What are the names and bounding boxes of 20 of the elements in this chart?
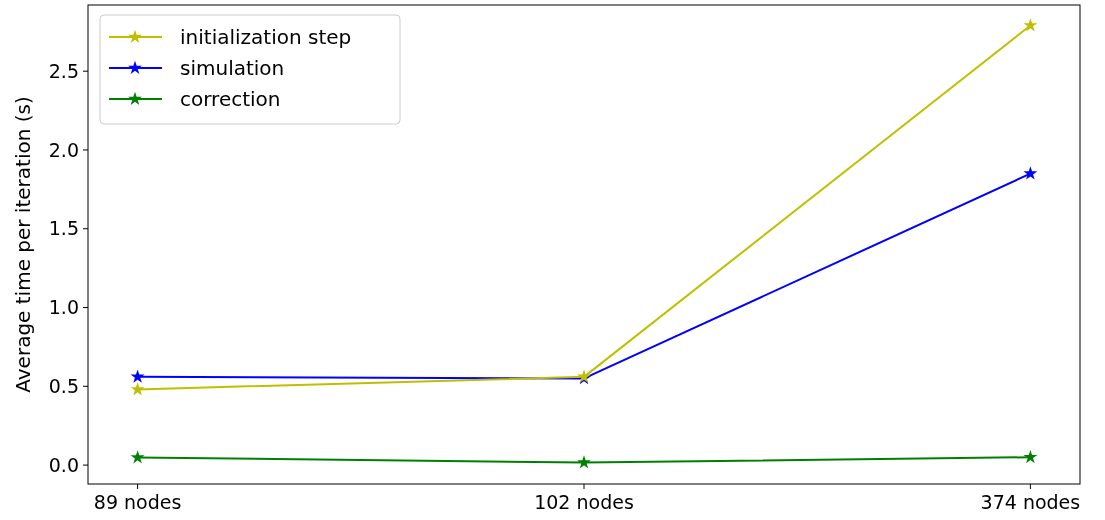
point: [577, 455, 591, 469]
point: [1023, 18, 1038, 32]
point: [1023, 449, 1038, 464]
legend-label: initialization step: [180, 25, 352, 49]
legend-label: simulation: [180, 56, 285, 80]
point: [130, 450, 145, 464]
y-tick-label: 2.0: [48, 138, 79, 161]
point: [1023, 166, 1038, 180]
y-tick-label: 0.5: [48, 374, 79, 397]
point: [130, 382, 145, 396]
y-tick-label: 0.0: [48, 453, 79, 476]
x-tick-label: 102 nodes: [534, 491, 634, 513]
y-tick-label: 2.5: [48, 59, 79, 82]
y-tick-label: 1.5: [48, 217, 79, 240]
y-tick-label: 1.0: [48, 296, 79, 319]
x-tick-label: 374 nodes: [980, 491, 1081, 513]
point: [130, 369, 145, 383]
y-axis-title: Average time per iteration (s): [11, 96, 35, 393]
x-tick-label: 89 nodes: [93, 491, 182, 513]
legend-label: correction: [180, 87, 281, 111]
